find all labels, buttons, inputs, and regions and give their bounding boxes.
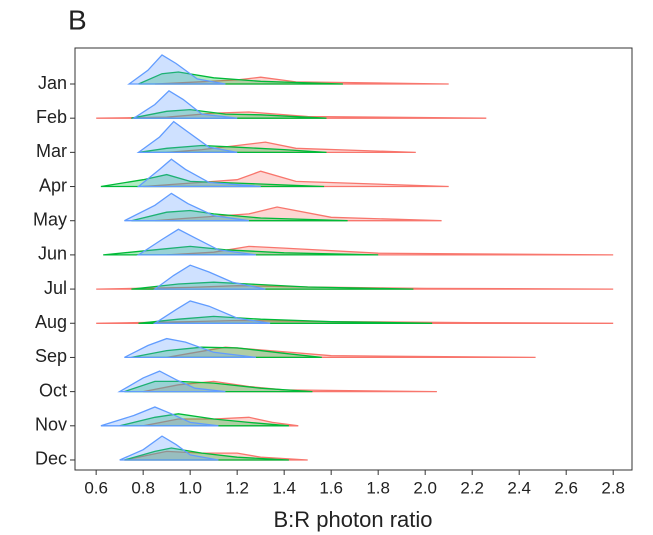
density-ridge: [127, 54, 226, 85]
density-ridge: [136, 120, 238, 154]
y-tick-label: Aug: [35, 312, 67, 332]
density-ridge: [100, 406, 219, 427]
density-ridge: [166, 346, 536, 359]
plot-border: [74, 47, 633, 471]
density-ridge: [138, 315, 433, 324]
y-tick-label: Jul: [44, 278, 67, 298]
density-ridge: [119, 435, 219, 461]
y-tick-label: Jun: [38, 244, 67, 264]
density-ridge: [136, 228, 257, 256]
density-ridge: [131, 281, 414, 290]
density-ridge: [124, 450, 308, 461]
x-axis-title: B:R photon ratio: [274, 507, 433, 532]
x-tick-label: 1.8: [366, 478, 390, 497]
y-tick-label: Sep: [35, 346, 67, 366]
x-tick-label: 2.2: [460, 478, 484, 497]
y-tick-label: Dec: [35, 449, 67, 469]
x-tick-label: 2.4: [507, 478, 531, 497]
density-ridge: [103, 245, 379, 256]
density-ridge: [152, 264, 266, 290]
density-ridge: [131, 89, 238, 119]
density-ridge: [136, 158, 261, 188]
density-ridge: [119, 413, 289, 427]
x-tick-label: 0.6: [84, 478, 108, 497]
x-tick-label: 1.2: [225, 478, 249, 497]
y-tick-label: Nov: [35, 415, 67, 435]
x-tick-label: 2.8: [601, 478, 625, 497]
y-tick-label: Feb: [36, 107, 67, 127]
density-ridge: [131, 108, 327, 119]
density-ridge: [138, 144, 327, 154]
density-ridge: [124, 192, 249, 222]
y-tick-label: Apr: [39, 175, 67, 195]
y-tick-label: Oct: [39, 380, 67, 400]
y-tick-label: May: [33, 209, 67, 229]
x-tick-label: 1.0: [178, 478, 202, 497]
x-tick-label: 1.6: [319, 478, 343, 497]
y-tick-label: Mar: [36, 141, 67, 161]
density-ridge: [100, 173, 325, 188]
x-tick-label: 1.4: [272, 478, 296, 497]
density-ridge: [124, 447, 289, 461]
x-tick-label: 2.0: [413, 478, 437, 497]
x-tick-label: 2.6: [554, 478, 578, 497]
density-ridge: [152, 300, 271, 324]
density-ridge: [117, 370, 226, 393]
density-ridge: [124, 380, 313, 393]
density-ridge: [131, 209, 348, 222]
chart-title: B: [68, 4, 87, 35]
x-tick-label: 0.8: [131, 478, 155, 497]
density-ridge: [138, 71, 343, 85]
y-tick-label: Jan: [38, 73, 67, 93]
density-ridge: [166, 141, 416, 154]
density-ridge: [154, 76, 449, 85]
density-ridge: [96, 111, 487, 119]
density-ridge: [131, 346, 322, 359]
density-ridge: [124, 337, 257, 359]
